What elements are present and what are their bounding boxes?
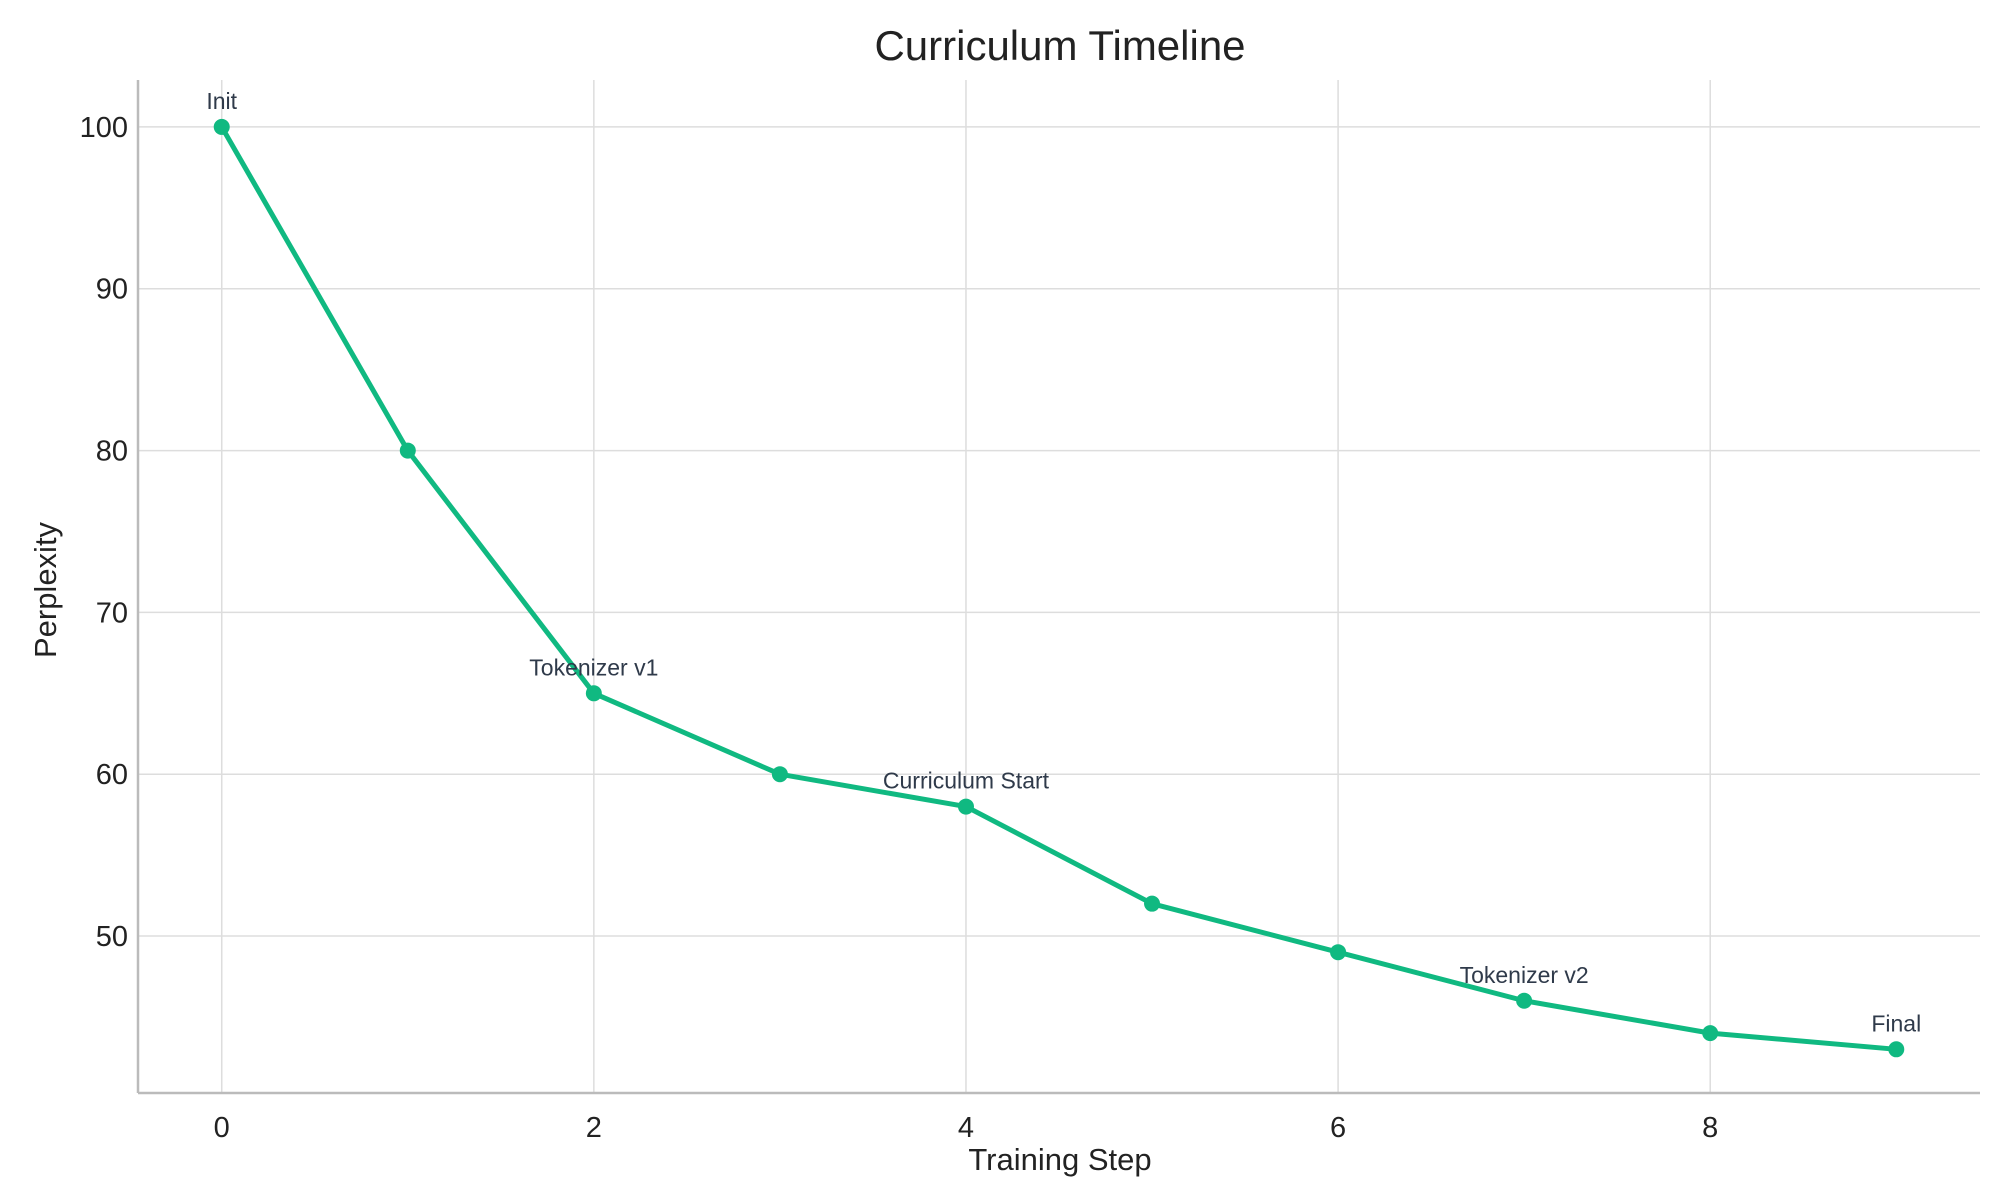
x-tick-label: 8 (1702, 1112, 1718, 1144)
x-axis-label: Training Step (968, 1142, 1151, 1177)
series-line (219, 124, 1899, 1052)
annotation-label: Tokenizer v1 (529, 654, 658, 680)
x-tick-label: 4 (958, 1112, 974, 1144)
y-tick-label: 70 (96, 597, 128, 629)
annotation-label: Curriculum Start (883, 768, 1050, 794)
data-point (771, 766, 788, 783)
y-tick-label: 90 (96, 274, 128, 306)
annotation-label: Init (206, 88, 237, 114)
axes: 0 2 4 6 8 50 60 70 80 90 100 (80, 80, 1980, 1144)
x-tick-label: 2 (586, 1112, 602, 1144)
x-tick-label: 6 (1330, 1112, 1346, 1144)
annotation-label: Tokenizer v2 (1460, 962, 1589, 988)
data-point (1888, 1041, 1905, 1058)
grid (138, 80, 1980, 1093)
chart-title: Curriculum Timeline (874, 22, 1245, 69)
y-tick-label: 100 (80, 112, 128, 144)
x-tick-label: 0 (214, 1112, 230, 1144)
data-point (399, 442, 416, 459)
y-tick-label: 60 (96, 759, 128, 791)
series-layer (213, 118, 1905, 1058)
y-tick-label: 80 (96, 436, 128, 468)
annotation-label: Final (1871, 1010, 1921, 1036)
data-point (213, 118, 230, 135)
y-axis-label: Perplexity (28, 521, 63, 658)
data-point (1516, 992, 1533, 1009)
data-point (1702, 1025, 1719, 1042)
y-tick-label: 50 (96, 921, 128, 953)
data-point (585, 685, 602, 702)
data-point (957, 798, 974, 815)
data-point (1330, 944, 1347, 961)
annotations: Init Tokenizer v1 Curriculum Start Tokenize… (206, 88, 1921, 1036)
data-point (1144, 895, 1161, 912)
